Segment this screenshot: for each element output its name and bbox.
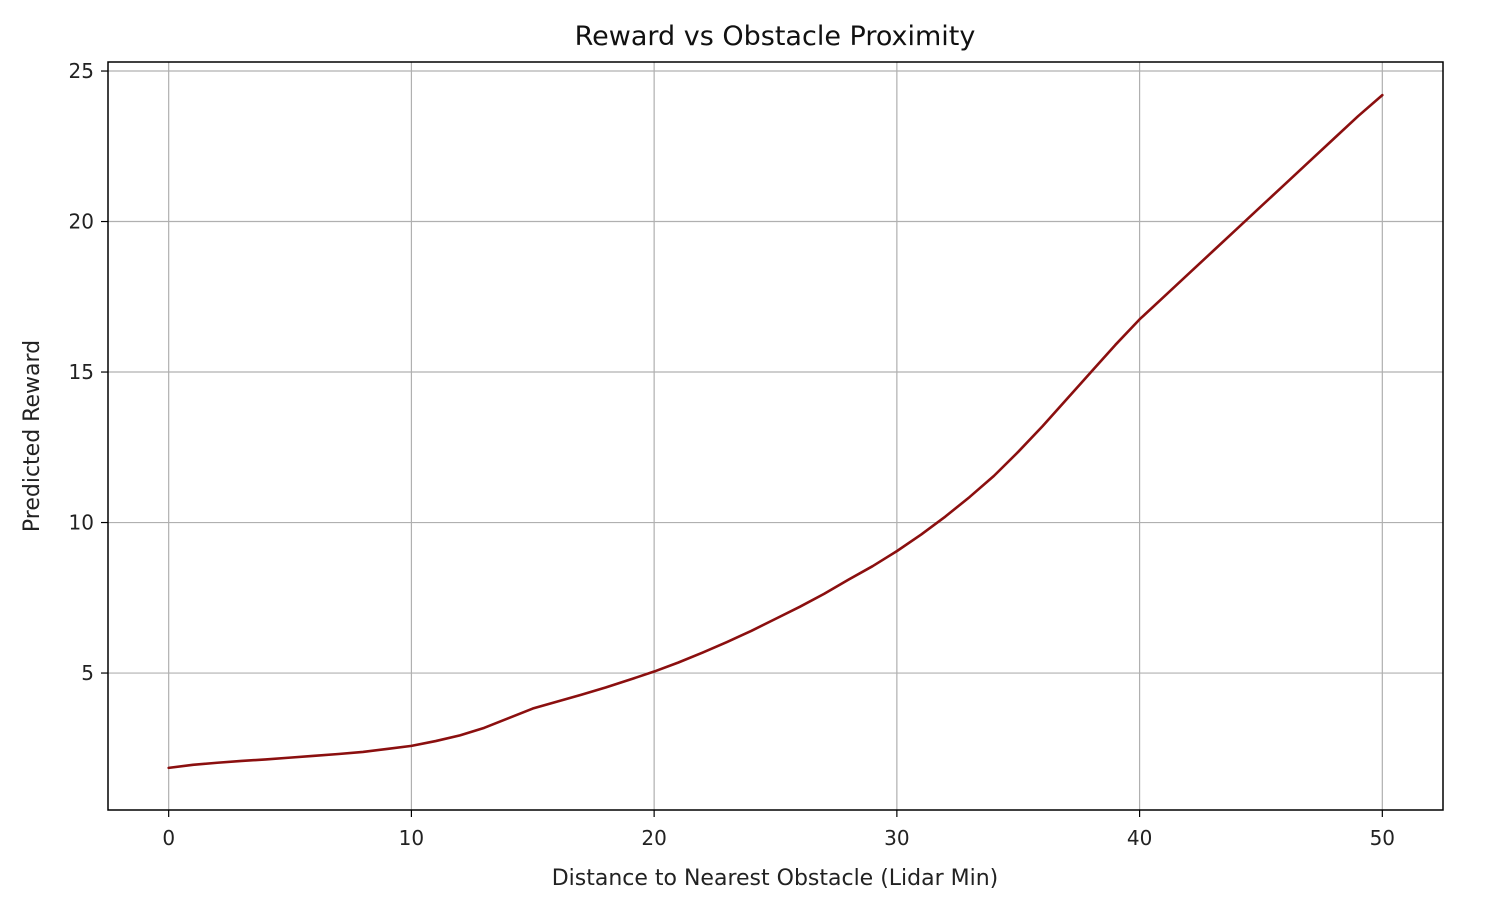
y-tick-label: 25 bbox=[69, 59, 94, 83]
x-axis-ticks: 0 10 20 30 40 50 bbox=[162, 810, 1395, 850]
x-tick-label: 50 bbox=[1370, 826, 1395, 850]
x-axis-label: Distance to Nearest Obstacle (Lidar Min) bbox=[552, 866, 999, 891]
series-line bbox=[167, 93, 1384, 770]
x-tick-label: 20 bbox=[641, 826, 666, 850]
x-tick-label: 40 bbox=[1127, 826, 1152, 850]
series-layer bbox=[167, 93, 1384, 770]
x-tick-label: 30 bbox=[884, 826, 909, 850]
y-axis-ticks: 5 10 15 20 25 bbox=[69, 59, 108, 685]
x-tick-label: 10 bbox=[399, 826, 424, 850]
y-tick-label: 15 bbox=[69, 360, 94, 384]
y-tick-label: 10 bbox=[69, 511, 94, 535]
y-axis-label: Predicted Reward bbox=[20, 340, 45, 532]
y-tick-label: 5 bbox=[81, 661, 94, 685]
y-tick-label: 20 bbox=[69, 210, 94, 234]
chart-title: Reward vs Obstacle Proximity bbox=[575, 21, 976, 52]
grid-lines bbox=[108, 62, 1443, 810]
x-tick-label: 0 bbox=[162, 826, 175, 850]
plot-area-frame bbox=[107, 61, 1444, 811]
